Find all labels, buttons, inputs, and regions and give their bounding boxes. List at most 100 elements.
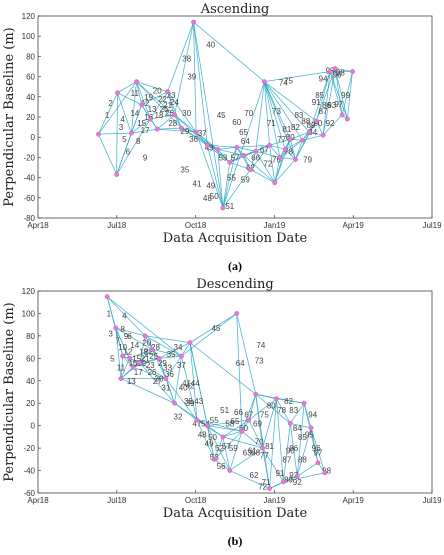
desc-plot-frame [37,290,433,494]
desc-acquisition-point [149,346,155,352]
asc-edge-label: 15 [137,119,146,128]
desc-acquisition-point [104,294,110,300]
asc-acquisition-point [193,129,199,135]
asc-baseline-edge [334,68,343,116]
asc-acquisition-point [261,79,267,85]
asc-baseline-edge [117,92,142,106]
asc-baseline-edge [130,81,137,134]
asc-edge-label: 19 [144,93,153,102]
desc-edge-label: 98 [322,467,331,476]
desc-baseline-edge [310,427,326,473]
asc-edge-label: 26 [165,109,174,118]
asc-edge-label: 41 [193,180,202,189]
desc-edge-label: 48 [198,431,207,440]
asc-baseline-edge [207,144,231,163]
asc-baseline-edge [222,81,265,209]
asc-baseline-edge [243,155,275,183]
desc-edge-label: 65 [231,417,240,426]
desc-edge-label: 74 [256,341,265,350]
asc-y-tick-label: -40 [23,174,35,183]
asc-baseline-edge [229,147,238,163]
asc-edge-label: 98 [336,69,345,78]
asc-x-tick-label: Jul18 [107,221,127,230]
asc-edge-label: 3 [119,123,124,132]
desc-edge-label: 32 [174,413,183,422]
desc-baseline-edge [181,356,198,421]
asc-acquisition-point [165,89,171,95]
desc-baseline-edge [248,394,257,421]
asc-baseline-edge [236,146,256,152]
desc-edge-label: 94 [308,410,317,419]
asc-baseline-edge [157,127,182,130]
desc-baseline-edge [132,357,160,368]
desc-edge-label: 23 [146,361,155,370]
asc-baseline-edge [98,92,118,135]
asc-baseline-edge [117,92,132,134]
asc-acquisition-point [172,112,177,118]
desc-baseline-edge [207,425,242,432]
desc-x-tick-label: Oct18 [185,496,207,505]
asc-baseline-edge [222,162,231,208]
asc-x-tick-label: Jan19 [264,221,286,230]
asc-edge-label: 96 [333,71,342,80]
desc-edge-label: 84 [293,424,302,433]
desc-edge-label: 62 [250,471,259,480]
asc-edge-label: 90 [313,119,322,128]
desc-acquisition-point [239,428,245,434]
desc-baseline-edge [289,403,305,424]
desc-baseline-edge [241,394,257,432]
asc-edge-label: 4 [120,115,125,124]
asc-edge-label: 8 [136,137,141,146]
asc-edge-label: 40 [206,40,215,49]
asc-baseline-edge [136,81,143,105]
asc-edge-label: 94 [319,75,328,84]
desc-edge-label: 82 [284,397,293,406]
desc-baseline-edge [132,366,166,379]
asc-baseline-edge [329,71,343,116]
asc-edge-label: 71 [267,119,276,128]
desc-baseline-edge [213,436,224,460]
asc-edge-label: 51 [225,202,234,211]
desc-acquisition-point [194,417,200,423]
desc-edge-label: 90 [286,446,295,455]
desc-baseline-edge [276,398,291,424]
asc-edge-label: 78 [284,147,293,156]
desc-baseline-edge [207,419,249,427]
asc-edge-label: 65 [239,128,248,137]
desc-edge-label: 58 [225,419,234,428]
asc-acquisition-point [114,172,120,177]
asc-baseline-edge [250,169,275,183]
desc-acquisition-point [113,325,119,331]
asc-edge-label: 86 [322,101,331,110]
desc-edge-label: 63 [243,449,252,458]
desc-baseline-edge [222,430,243,438]
desc-acquisition-point [118,376,124,381]
desc-edge-label: 85 [298,433,307,442]
asc-baseline-edge [116,118,151,175]
asc-baseline-edge [167,91,197,133]
desc-edge-label: 41 [182,379,191,388]
desc-baseline-edge [115,327,124,357]
asc-edge-label: 18 [155,111,164,120]
asc-baseline-edge [130,104,143,134]
desc-edge-label: 75 [260,410,269,419]
desc-x-tick-label: Apr19 [343,496,365,505]
desc-baseline-edge [139,349,153,364]
asc-edge-label: 49 [206,182,215,191]
asc-edge-label: 35 [180,166,189,175]
asc-baseline-edge [264,71,331,83]
asc-edge-label: 77 [277,135,286,144]
desc-edge-label: 12 [123,348,132,357]
desc-baseline-edge [248,398,277,421]
asc-y-tick-label: -20 [23,153,35,162]
desc-edge-label: 4 [122,312,127,321]
desc-baseline-edge [144,335,182,357]
asc-baseline-edge [157,128,197,133]
desc-y-tick-label: 100 [22,309,36,318]
desc-baseline-edge [189,313,237,343]
asc-plot-frame [37,15,433,219]
asc-x-tick-label: Jul19 [422,221,442,230]
desc-baseline-edge [283,423,291,482]
asc-edge-label: 53 [218,153,227,162]
asc-edge-label: 12 [141,99,150,108]
